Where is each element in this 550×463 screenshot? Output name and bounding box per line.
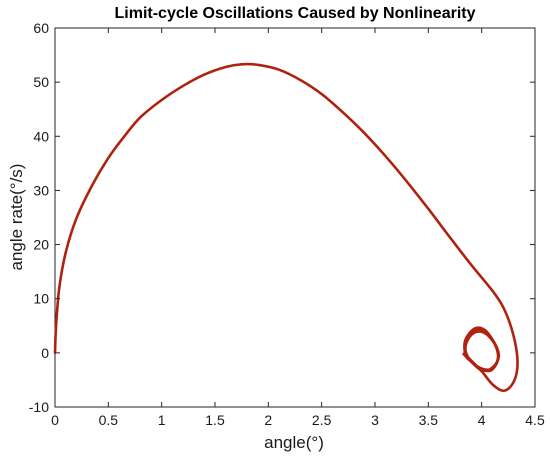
y-tick-label: 10 bbox=[33, 291, 49, 307]
x-tick-label: 1.5 bbox=[205, 412, 225, 428]
x-tick-label: 4 bbox=[478, 412, 486, 428]
chart-title: Limit-cycle Oscillations Caused by Nonli… bbox=[115, 5, 476, 22]
x-axis-label: angle(°) bbox=[264, 433, 324, 452]
x-tick-label: 2 bbox=[264, 412, 272, 428]
y-tick-label: 20 bbox=[33, 237, 49, 253]
series-line bbox=[53, 62, 519, 393]
x-tick-label: 0 bbox=[51, 412, 59, 428]
x-tick-label: 3 bbox=[371, 412, 379, 428]
y-axis-label: angle rate(°/s) bbox=[7, 164, 26, 271]
y-tick-label: 40 bbox=[33, 128, 49, 144]
y-tick-label: 0 bbox=[41, 345, 49, 361]
y-tick-label: 60 bbox=[33, 20, 49, 36]
x-tick-label: 0.5 bbox=[99, 412, 119, 428]
y-tick-label: 50 bbox=[33, 74, 49, 90]
y-tick-label: 30 bbox=[33, 182, 49, 198]
y-tick-label: -10 bbox=[29, 399, 49, 415]
x-tick-label: 1 bbox=[158, 412, 166, 428]
x-tick-label: 4.5 bbox=[525, 412, 545, 428]
axes-box bbox=[54, 27, 536, 408]
x-tick-label: 2.5 bbox=[312, 412, 332, 428]
x-tick-label: 3.5 bbox=[419, 412, 439, 428]
plot-area bbox=[53, 27, 536, 408]
